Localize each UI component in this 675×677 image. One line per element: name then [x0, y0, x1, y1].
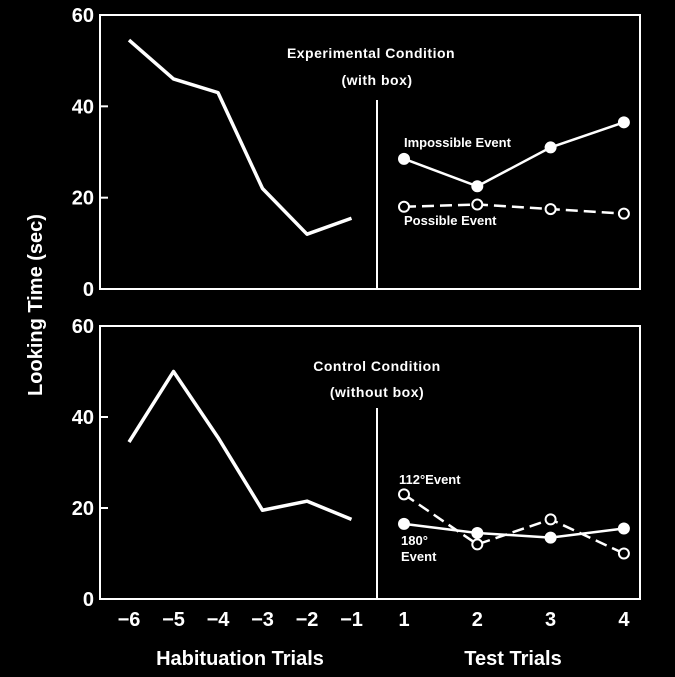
- test-data-point: [398, 200, 410, 213]
- x-tick-label-habituation: −4: [207, 609, 231, 631]
- y-tick-label: 0: [83, 589, 94, 611]
- y-tick-label: 60: [72, 5, 94, 27]
- test-series-line: [403, 121, 625, 188]
- test-series-line: [403, 203, 624, 215]
- series-label-180-line2: Event: [401, 549, 437, 564]
- x-tick-label-habituation: −3: [251, 609, 274, 631]
- top-condition-title: Experimental Condition: [287, 45, 455, 61]
- test-data-point: [617, 522, 630, 535]
- x-axis-label-test: Test Trials: [464, 648, 561, 670]
- x-tick-label-habituation: −2: [296, 609, 319, 631]
- x-tick-label-test: 2: [472, 609, 483, 631]
- test-data-point: [398, 488, 410, 501]
- test-data-point: [471, 538, 484, 551]
- y-tick-label: 40: [72, 407, 94, 429]
- x-tick-label-test: 1: [398, 609, 409, 631]
- test-data-point: [471, 527, 484, 540]
- y-tick-label: 20: [72, 498, 94, 520]
- test-data-point: [398, 152, 410, 165]
- x-tick-label-habituation: −1: [340, 609, 363, 631]
- test-data-point: [544, 531, 557, 544]
- test-data-point: [471, 180, 484, 193]
- bottom-condition-title: Control Condition: [313, 358, 440, 374]
- y-axis-label: Looking Time (sec): [25, 214, 47, 396]
- x-tick-label-test: 4: [618, 609, 630, 631]
- y-tick-label: 40: [72, 96, 94, 118]
- test-data-point: [617, 116, 630, 129]
- y-tick-label: 20: [72, 188, 94, 210]
- test-data-point: [544, 203, 557, 216]
- habituation-line: [127, 38, 353, 236]
- series-label-112: 112°Event: [399, 472, 461, 487]
- x-tick-label-habituation: −5: [162, 609, 185, 631]
- test-data-point: [544, 141, 557, 154]
- bottom-panel-frame: [99, 325, 641, 600]
- habituation-line: [127, 369, 353, 521]
- test-series-line: [403, 522, 625, 539]
- series-label-impossible: Impossible Event: [404, 135, 512, 150]
- top-condition-subtitle: (with box): [341, 72, 412, 88]
- test-data-point: [398, 517, 410, 530]
- x-axis-label-habituation: Habituation Trials: [156, 648, 324, 670]
- series-label-possible: Possible Event: [404, 213, 497, 228]
- test-data-point: [471, 198, 484, 211]
- y-tick-label: 0: [83, 279, 94, 301]
- test-series-line: [403, 493, 625, 555]
- test-data-point: [544, 513, 557, 526]
- top-panel-frame: [99, 14, 641, 290]
- series-label-180-line1: 180°: [401, 533, 428, 548]
- x-tick-label-test: 3: [545, 609, 556, 631]
- test-data-point: [617, 207, 630, 220]
- test-data-point: [617, 547, 630, 560]
- bottom-condition-subtitle: (without box): [330, 384, 424, 400]
- y-tick-label: 60: [72, 316, 94, 338]
- x-tick-label-habituation: −6: [118, 609, 141, 631]
